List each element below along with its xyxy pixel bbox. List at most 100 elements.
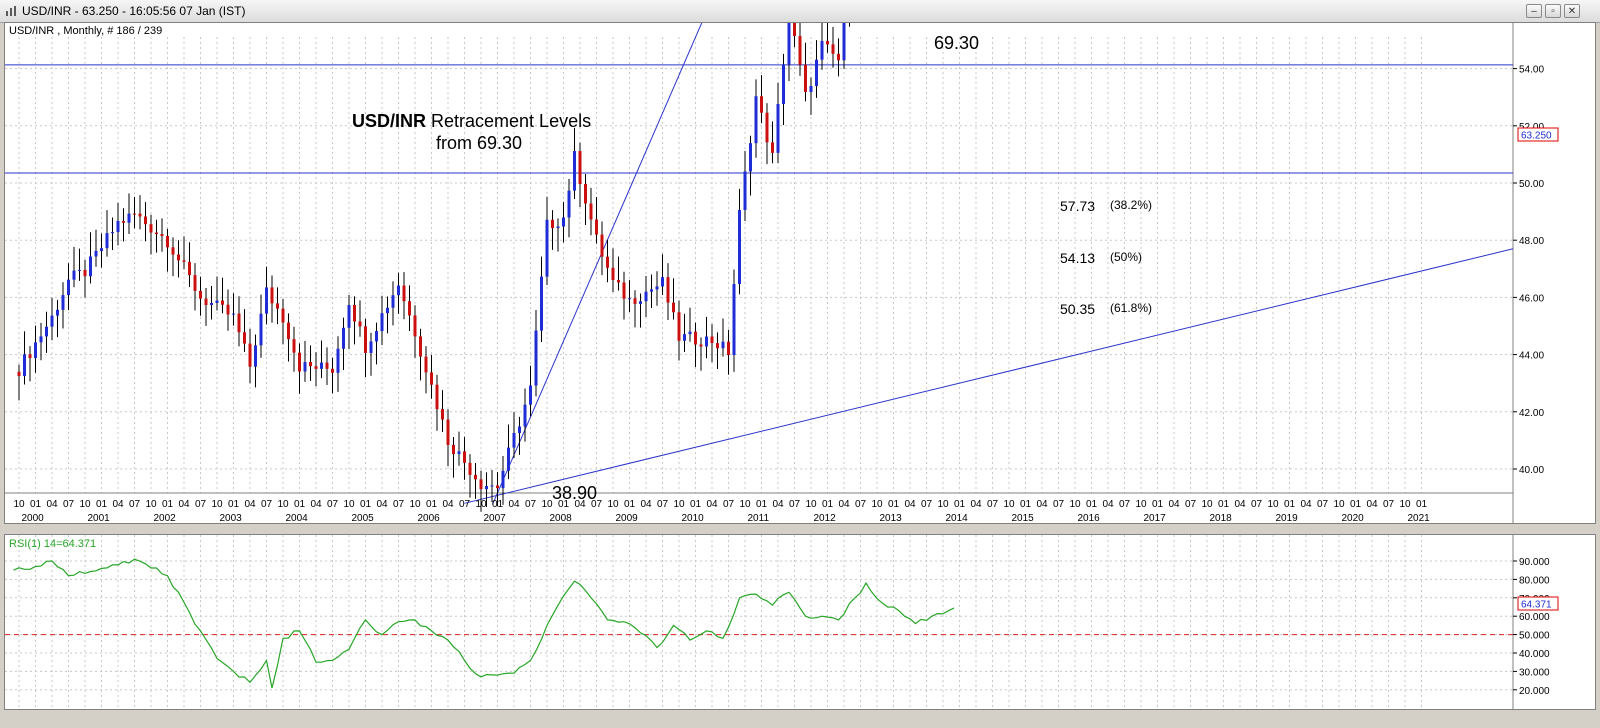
candle-body <box>815 59 818 87</box>
year-label: 2007 <box>484 513 507 523</box>
month-tick-label: 04 <box>574 499 586 510</box>
candle-body <box>518 426 521 434</box>
retracement-lines <box>5 23 1514 505</box>
candle-body <box>782 64 785 104</box>
candle-body <box>837 53 840 61</box>
month-tick-label: 01 <box>756 499 768 510</box>
candle-body <box>155 232 158 235</box>
month-tick-label: 04 <box>772 499 784 510</box>
fib-swing-line <box>492 23 703 505</box>
candle-body <box>424 356 428 373</box>
retracement-382-value: 57.73 <box>1060 198 1095 214</box>
rsi-tick-label: 20.000 <box>1519 686 1550 697</box>
candle-body <box>111 232 114 234</box>
month-tick-label: 10 <box>277 499 289 510</box>
candle-body <box>463 451 466 463</box>
candle-body <box>336 348 340 373</box>
price-tick-label: 42.00 <box>1519 408 1544 419</box>
price-panel[interactable]: 40.00 42.00 44.00 46.00 48.00 50.00 52.00 54.00… <box>4 22 1596 524</box>
month-tick-label: 10 <box>805 499 817 510</box>
month-tick-label: 10 <box>1399 499 1411 510</box>
year-label: 2014 <box>946 513 969 523</box>
candle-body <box>232 313 235 315</box>
year-label: 2015 <box>1012 513 1035 523</box>
candle-body <box>419 336 422 357</box>
candle-body <box>485 486 488 490</box>
month-tick-label: 01 <box>1020 499 1032 510</box>
candle-body <box>391 295 395 308</box>
month-tick-label: 10 <box>607 499 619 510</box>
candle-body <box>523 404 527 427</box>
month-tick-label: 01 <box>1284 499 1296 510</box>
month-tick-label: 01 <box>294 499 306 510</box>
price-chart: 40.00 42.00 44.00 46.00 48.00 50.00 52.00 54.00… <box>5 23 1559 523</box>
price-tick-label: 48.00 <box>1519 236 1544 247</box>
year-label: 2011 <box>748 513 770 523</box>
candle-body <box>347 304 351 328</box>
candle-body <box>600 234 604 257</box>
month-tick-label: 04 <box>1102 499 1114 510</box>
candle-body <box>457 451 461 455</box>
candle-body <box>672 302 675 313</box>
close-button[interactable]: ✕ <box>1564 4 1580 18</box>
month-tick-label: 01 <box>1218 499 1230 510</box>
month-tick-label: 10 <box>673 499 685 510</box>
candle-body <box>578 151 582 185</box>
candle-body <box>787 23 791 65</box>
restore-button[interactable]: ▫ <box>1545 4 1561 18</box>
month-tick-label: 01 <box>822 499 834 510</box>
candle-body <box>221 300 224 305</box>
minimize-button[interactable]: – <box>1526 4 1542 18</box>
month-tick-label: 07 <box>789 499 801 510</box>
candle-body <box>259 313 263 346</box>
month-tick-label: 07 <box>657 499 669 510</box>
rsi-panel[interactable]: 20.00030.00040.00050.00060.00070.00080.0… <box>4 534 1596 710</box>
candle-body <box>413 315 417 337</box>
candle-body <box>28 354 32 359</box>
month-tick-label: 04 <box>970 499 982 510</box>
candle-body <box>188 261 191 276</box>
candle-body <box>831 44 835 54</box>
price-tick-label: 44.00 <box>1519 351 1544 362</box>
candle-body <box>171 247 175 255</box>
candle-body <box>727 341 730 356</box>
candle-body <box>595 219 598 235</box>
candle-body <box>474 474 477 480</box>
candle-body <box>369 341 373 353</box>
retracement-382-pct: (38.2%) <box>1110 198 1152 212</box>
candle-body <box>501 470 505 489</box>
price-axis: 40.00 42.00 44.00 46.00 48.00 50.00 52.00 54.00… <box>1513 65 1544 476</box>
candle-body <box>138 213 142 217</box>
candle-body <box>617 279 620 283</box>
candle-body <box>567 190 571 218</box>
month-tick-label: 10 <box>1267 499 1279 510</box>
month-tick-label: 10 <box>739 499 751 510</box>
month-tick-label: 04 <box>1168 499 1180 510</box>
candle-body <box>281 308 285 323</box>
candle-body <box>721 341 725 349</box>
rsi-chart: 20.00030.00040.00050.00060.00070.00080.0… <box>5 535 1559 709</box>
price-tick-label: 52.00 <box>1519 122 1544 133</box>
month-tick-label: 04 <box>508 499 520 510</box>
candle-body <box>100 248 103 251</box>
month-tick-label: 10 <box>1135 499 1147 510</box>
month-tick-label: 04 <box>1366 499 1378 510</box>
year-label: 2012 <box>814 513 837 523</box>
year-label: 2006 <box>418 513 441 523</box>
retracement-50-pct: (50%) <box>1110 250 1142 264</box>
month-tick-label: 01 <box>1086 499 1098 510</box>
month-tick-label: 07 <box>1119 499 1131 510</box>
candle-body <box>94 250 98 257</box>
annotation-title: USD/INR Retracement Levels <box>352 111 591 131</box>
month-tick-label: 01 <box>888 499 900 510</box>
month-tick-label: 10 <box>343 499 355 510</box>
candle-body <box>710 336 714 344</box>
rsi-plot <box>13 558 955 689</box>
candle-body <box>705 336 708 347</box>
candle-body <box>34 342 37 359</box>
month-tick-label: 01 <box>228 499 240 510</box>
month-tick-label: 10 <box>871 499 883 510</box>
candle-body <box>765 112 769 143</box>
year-label: 2002 <box>154 513 177 523</box>
candle-body <box>688 331 692 335</box>
